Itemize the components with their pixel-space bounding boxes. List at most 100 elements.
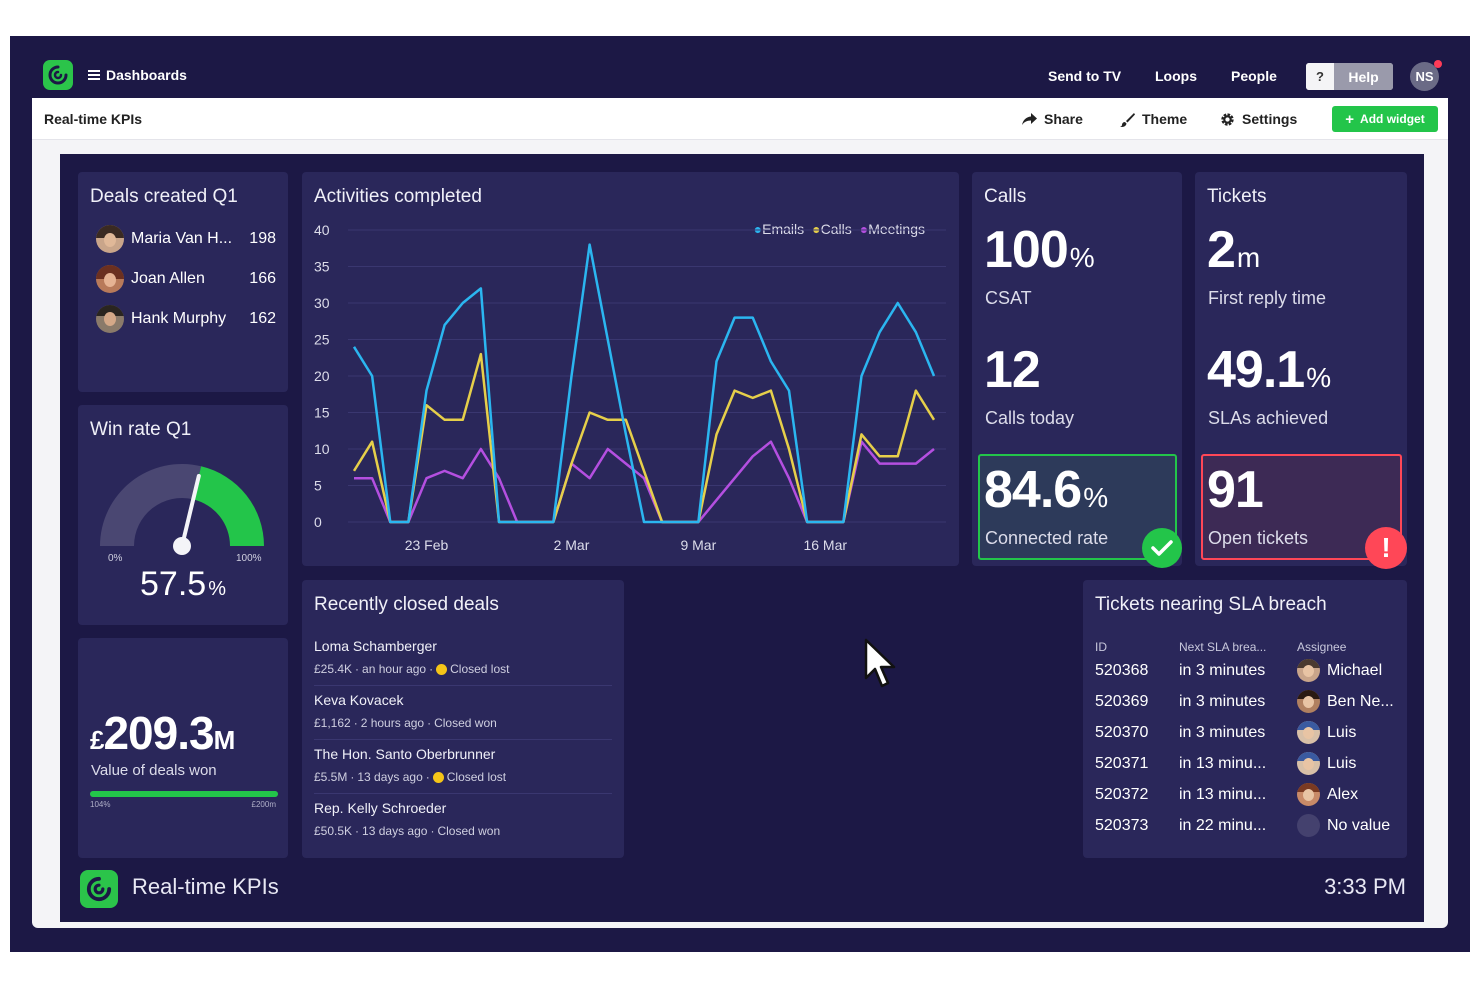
x-tick-label: 2 Mar [554,537,590,553]
list-item[interactable]: Loma Schamberger £25.4K · an hour ago · Close… [314,632,612,686]
csat-value: 100% [984,220,1095,280]
win-rate-card[interactable]: Win rate Q1 0% 100% 57.5% [78,405,288,625]
deal-meta: £5.5M · 13 days ago · Closed lost [314,770,506,784]
connected-rate-label: Connected rate [985,528,1109,548]
deal-count: 166 [249,270,276,287]
theme-button[interactable]: Theme [1120,111,1187,127]
tickets-card[interactable]: Tickets 2m First reply time 49.1% SLAs a… [1195,172,1407,569]
card-title: Deals created Q1 [90,186,238,207]
mouse-cursor-icon [864,638,896,688]
add-widget-button[interactable]: + Add widget [1332,106,1438,132]
deal-amount: £50.5K [314,824,353,838]
win-rate-gauge [100,464,264,555]
legend-label: Calls [820,221,852,237]
legend-item-meetings[interactable]: ●Meetings [859,221,925,237]
ticket-id: 520370 [1095,723,1149,741]
deal-meta: £50.5K · 13 days ago · Closed won [314,824,500,838]
x-tick-label: 16 Mar [803,537,847,553]
deal-owner-name: Maria Van H... [131,230,233,247]
list-item: Joan Allen 166 [96,264,276,294]
gauge-track [100,464,202,546]
dashboards-menu[interactable]: Dashboards [88,67,187,83]
connected-rate-unit: % [1083,482,1108,513]
table-row[interactable]: 520373 in 22 minu... No value [1095,810,1395,841]
table-row[interactable]: 520371 in 13 minu... Luis [1095,748,1395,779]
ticket-id: 520369 [1095,692,1149,710]
app-window: Dashboards Send to TV Loops People ? Hel… [10,36,1470,952]
assignee: Ben Ne... [1297,690,1394,713]
deal-amount: £5.5M [314,770,348,784]
deals-created-card[interactable]: Deals created Q1 Maria Van H... 198 Joan… [78,172,288,392]
legend-item-calls[interactable]: ●Calls [812,221,852,237]
table-row[interactable]: 520370 in 3 minutes Luis [1095,717,1395,748]
card-title: Calls [984,186,1027,207]
table-row[interactable]: 520369 in 3 minutes Ben Ne... [1095,686,1395,717]
legend-item-emails[interactable]: ●Emails [753,221,805,237]
deal-meta: £25.4K · an hour ago · Closed lost [314,662,509,676]
activities-chart-card[interactable]: Activities completed ●Emails ●Calls ●Mee… [302,172,959,566]
share-button[interactable]: Share [1022,111,1083,127]
recently-closed-deals-card[interactable]: Recently closed deals Loma Schamberger £2… [302,580,624,858]
plus-icon: + [1345,110,1355,128]
value-won-amount: 209.3 [103,707,214,759]
deal-status: Closed won [434,716,497,730]
app-logo-icon[interactable] [43,60,73,90]
deal-name: The Hon. Santo Oberbrunner [314,746,496,762]
ticket-id: 520368 [1095,661,1149,679]
checkmark-icon [1142,528,1182,568]
loops-link[interactable]: Loops [1155,68,1197,84]
legend-label: Meetings [868,221,925,237]
gauge-min-label: 0% [108,553,123,564]
table-row[interactable]: 520372 in 13 minu... Alex [1095,779,1395,810]
deal-status: Closed lost [446,770,507,784]
y-tick-label: 35 [314,259,330,275]
assignee: Alex [1297,783,1358,806]
progress-left-label: 104% [90,800,111,809]
list-item[interactable]: The Hon. Santo Oberbrunner £5.5M · 13 days … [314,740,612,794]
sla-achieved-number: 49.1 [1207,341,1305,399]
card-title: Tickets nearing SLA breach [1095,594,1327,615]
separator: · [425,770,430,784]
assignee: Luis [1297,752,1356,775]
gauge-fill [193,466,264,546]
y-tick-label: 0 [314,514,322,530]
send-to-tv-link[interactable]: Send to TV [1048,68,1122,84]
value-won-unit: M [213,725,236,755]
calls-card[interactable]: Calls 100% CSAT 12 Calls today 84.6% Con… [972,172,1182,568]
sla-breach-card[interactable]: Tickets nearing SLA breach ID Next SLA b… [1083,580,1407,858]
help-button[interactable]: ? Help [1306,63,1393,90]
footer-clock: 3:33 PM [1324,874,1406,899]
ticket-id: 520373 [1095,816,1149,834]
list-item[interactable]: Keva Kovacek £1,162 · 2 hours ago · Closed wo… [314,686,612,740]
x-tick-label: 23 Feb [405,537,449,553]
user-avatar[interactable]: NS [1410,62,1439,91]
separator: · [353,716,358,730]
series-line-emails [352,243,936,524]
separator: · [430,824,435,838]
deal-count: 198 [249,230,276,247]
y-tick-label: 5 [314,478,322,494]
footer-logo-icon [80,870,118,908]
top-navigation-bar: Dashboards Send to TV Loops People ? Hel… [10,36,1470,98]
separator: · [355,662,360,676]
deal-name: Keva Kovacek [314,692,404,708]
sad-face-icon [432,771,444,783]
people-link[interactable]: People [1231,68,1277,84]
y-tick-label: 15 [314,405,330,421]
calls-today-value: 12 [984,341,1041,399]
connected-rate-value: 84.6% [984,460,1108,520]
dashboard-toolbar: Real-time KPIs Share Theme Settings + Ad… [32,98,1448,140]
first-reply-number: 2 [1207,221,1236,279]
first-reply-value: 2m [1207,220,1260,280]
table-row[interactable]: 520368 in 3 minutes Michael [1095,655,1395,686]
progress-fill [90,791,278,797]
assignee-name: Ben Ne... [1327,692,1394,710]
assignee-name: Michael [1327,661,1383,679]
value-won-card[interactable]: £209.3M Value of deals won 104% £200m [78,638,288,858]
progress-right-label: £200m [251,800,276,809]
settings-button[interactable]: Settings [1220,111,1297,127]
list-item[interactable]: Rep. Kelly Schroeder £50.5K · 13 days ago · C… [314,794,612,848]
ticket-id: 520371 [1095,754,1149,772]
avatar [96,225,124,253]
y-tick-label: 40 [314,222,330,238]
